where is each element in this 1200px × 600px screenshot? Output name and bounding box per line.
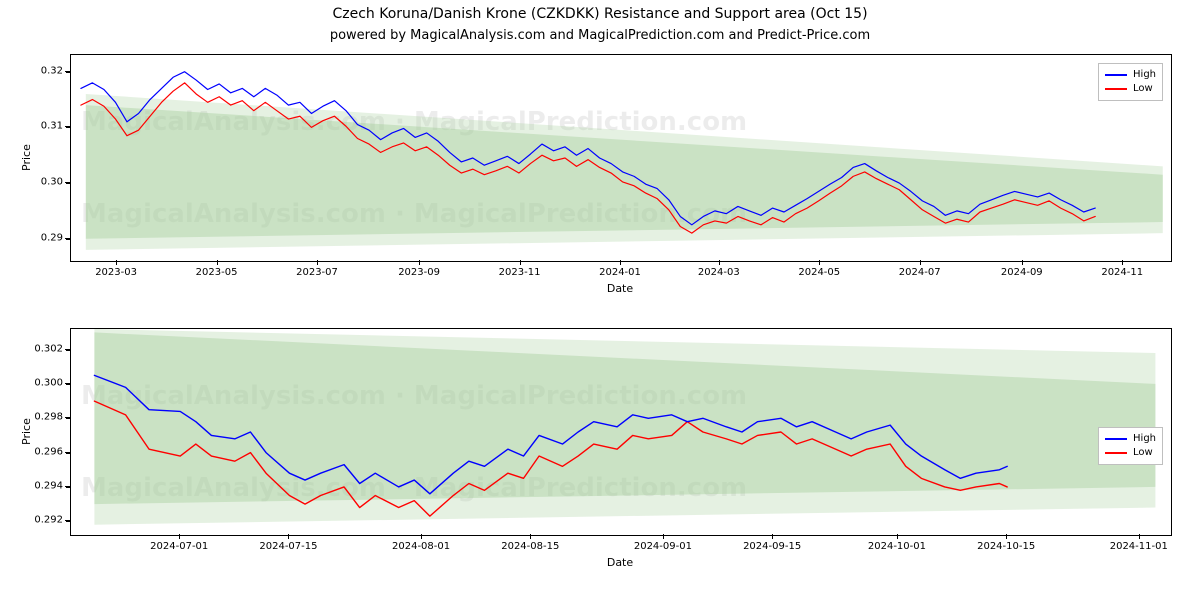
figure: Czech Koruna/Danish Krone (CZKDKK) Resis… (0, 0, 1200, 600)
y-tick-label: 0.300 (15, 377, 63, 388)
y-tick-label: 0.32 (15, 65, 63, 76)
x-tick-label: 2024-03 (698, 267, 740, 278)
legend-label: High (1133, 432, 1156, 446)
x-tick-label: 2023-09 (398, 267, 440, 278)
y-tick-label: 0.292 (15, 515, 63, 526)
plot-area (71, 55, 1171, 261)
x-tick-label: 2023-03 (95, 267, 137, 278)
x-axis-label: Date (70, 556, 1170, 569)
y-tick-label: 0.294 (15, 480, 63, 491)
legend-label: High (1133, 68, 1156, 82)
legend-swatch (1105, 74, 1127, 76)
x-axis-label: Date (70, 282, 1170, 295)
legend-swatch (1105, 438, 1127, 440)
legend: HighLow (1098, 427, 1163, 465)
x-tick-label: 2023-07 (296, 267, 338, 278)
legend-item: High (1105, 432, 1156, 446)
legend-item: Low (1105, 446, 1156, 460)
legend: HighLow (1098, 63, 1163, 101)
y-tick-label: 0.296 (15, 446, 63, 457)
long-range-panel: MagicalAnalysis.com · MagicalPrediction.… (70, 54, 1172, 262)
y-tick-label: 0.30 (15, 177, 63, 188)
legend-swatch (1105, 88, 1127, 90)
x-tick-label: 2024-07-01 (150, 541, 208, 552)
y-tick-label: 0.298 (15, 412, 63, 423)
x-tick-label: 2024-10-15 (977, 541, 1035, 552)
x-tick-label: 2024-01 (599, 267, 641, 278)
y-tick-label: 0.31 (15, 121, 63, 132)
legend-item: Low (1105, 82, 1156, 96)
x-tick-label: 2024-10-01 (868, 541, 926, 552)
x-tick-label: 2023-05 (196, 267, 238, 278)
x-tick-label: 2024-05 (798, 267, 840, 278)
figure-title: Czech Koruna/Danish Krone (CZKDKK) Resis… (0, 6, 1200, 22)
figure-subtitle: powered by MagicalAnalysis.com and Magic… (0, 28, 1200, 43)
x-tick-label: 2023-11 (499, 267, 541, 278)
y-axis-label: Price (20, 144, 33, 171)
x-tick-label: 2024-08-15 (501, 541, 559, 552)
plot-area (71, 329, 1171, 535)
short-range-panel: MagicalAnalysis.com · MagicalPrediction.… (70, 328, 1172, 536)
legend-label: Low (1133, 446, 1153, 460)
x-tick-label: 2024-07-15 (259, 541, 317, 552)
x-tick-label: 2024-11-01 (1110, 541, 1168, 552)
y-tick-label: 0.302 (15, 343, 63, 354)
legend-item: High (1105, 68, 1156, 82)
x-tick-label: 2024-09-15 (743, 541, 801, 552)
x-tick-label: 2024-08-01 (392, 541, 450, 552)
x-tick-label: 2024-07 (899, 267, 941, 278)
x-tick-label: 2024-09 (1001, 267, 1043, 278)
legend-label: Low (1133, 82, 1153, 96)
x-tick-label: 2024-11 (1101, 267, 1143, 278)
legend-swatch (1105, 452, 1127, 454)
y-tick-label: 0.29 (15, 232, 63, 243)
x-tick-label: 2024-09-01 (634, 541, 692, 552)
